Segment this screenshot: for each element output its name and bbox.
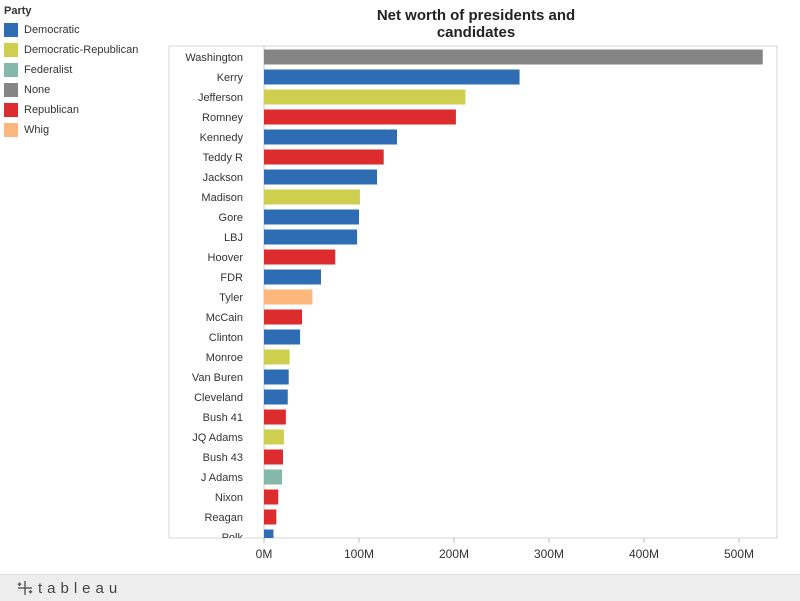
category-label: Kennedy	[200, 132, 244, 144]
bar-polk	[264, 529, 274, 538]
bar-teddy-r	[264, 149, 384, 165]
legend-label: Federalist	[24, 64, 73, 76]
bar-gore	[264, 209, 359, 225]
legend-swatch	[4, 63, 18, 77]
bar-lbj	[264, 229, 358, 245]
category-label: Reagan	[204, 512, 243, 524]
x-tick-label: 300M	[534, 547, 564, 561]
category-label: Madison	[201, 192, 243, 204]
bar-jq-adams	[264, 429, 284, 445]
bar-fdr	[264, 269, 321, 285]
category-label: Gore	[219, 212, 243, 224]
chart-title: Net worth of presidents and candidates	[376, 7, 576, 41]
legend-label: Whig	[24, 124, 50, 136]
legend-label: Republican	[24, 104, 80, 116]
bar-bush-41	[264, 409, 286, 425]
category-label: Teddy R	[203, 152, 243, 164]
bar-tyler	[264, 289, 313, 305]
bar-nixon	[264, 489, 279, 505]
x-tick-label: 500M	[724, 547, 754, 561]
tableau-wordmark: tableau	[38, 579, 123, 597]
footer-bar: tableau	[0, 574, 800, 601]
category-label: Kerry	[217, 72, 244, 84]
x-tick-label: 200M	[439, 547, 469, 561]
plot-frame	[168, 45, 778, 539]
legend-items: Democratic Democratic-Republican Federalis…	[4, 20, 164, 140]
category-label: Polk	[222, 532, 244, 544]
legend-swatch	[4, 103, 18, 117]
bar-cleveland	[264, 389, 288, 405]
bar-chart: Washington Kerry Jefferson Romney Kennedy Ted…	[168, 45, 778, 561]
legend-label: Democratic-Republican	[24, 44, 139, 56]
legend-title: Party	[4, 5, 32, 17]
bar-j-adams	[264, 469, 283, 485]
category-label: Romney	[202, 112, 243, 124]
bar-van-buren	[264, 369, 289, 385]
legend-label: Democratic	[24, 24, 80, 36]
bar-kerry	[264, 69, 520, 85]
legend-swatch	[4, 23, 18, 37]
category-label: Clinton	[209, 332, 243, 344]
legend-swatch	[4, 83, 18, 97]
category-label: Tyler	[219, 292, 243, 304]
category-label: FDR	[220, 272, 243, 284]
category-label: J Adams	[201, 472, 244, 484]
legend-swatch	[4, 43, 18, 57]
category-label: Cleveland	[194, 392, 243, 404]
category-label: Jefferson	[198, 92, 243, 104]
category-label: LBJ	[224, 232, 243, 244]
legend-item-none[interactable]: None	[4, 80, 164, 100]
bar-bush-43	[264, 449, 283, 465]
bar-clinton	[264, 329, 301, 345]
tableau-logo[interactable]: tableau	[16, 579, 122, 597]
category-label: Jackson	[203, 172, 243, 184]
category-label: Van Buren	[192, 372, 243, 384]
bar-kennedy	[264, 129, 397, 145]
bars-group	[264, 49, 763, 538]
x-tick-label: 0M	[256, 547, 273, 561]
bar-reagan	[264, 509, 277, 525]
bar-jefferson	[264, 89, 466, 105]
legend-item-republican[interactable]: Republican	[4, 100, 164, 120]
legend-swatch	[4, 123, 18, 137]
category-label: Bush 41	[203, 412, 243, 424]
category-label: McCain	[206, 312, 243, 324]
tableau-logo-icon	[17, 581, 33, 595]
bar-romney	[264, 109, 456, 125]
bar-washington	[264, 49, 763, 65]
category-label: Hoover	[208, 252, 244, 264]
category-label: Nixon	[215, 492, 243, 504]
bar-hoover	[264, 249, 336, 265]
category-label: Monroe	[206, 352, 243, 364]
legend-item-federalist[interactable]: Federalist	[4, 60, 164, 80]
category-label: Bush 43	[203, 452, 243, 464]
bar-mccain	[264, 309, 302, 325]
x-tick-label: 400M	[629, 547, 659, 561]
legend: Party Democratic Democratic-Republican Fed…	[4, 5, 164, 140]
legend-item-democratic-republican[interactable]: Democratic-Republican	[4, 40, 164, 60]
legend-label: None	[24, 84, 51, 96]
bar-madison	[264, 189, 360, 205]
legend-item-whig[interactable]: Whig	[4, 120, 164, 140]
x-tick-label: 100M	[344, 547, 374, 561]
bar-jackson	[264, 169, 378, 185]
category-label: JQ Adams	[192, 432, 243, 444]
category-label: Washington	[185, 52, 243, 64]
bar-monroe	[264, 349, 290, 365]
legend-item-democratic[interactable]: Democratic	[4, 20, 164, 40]
